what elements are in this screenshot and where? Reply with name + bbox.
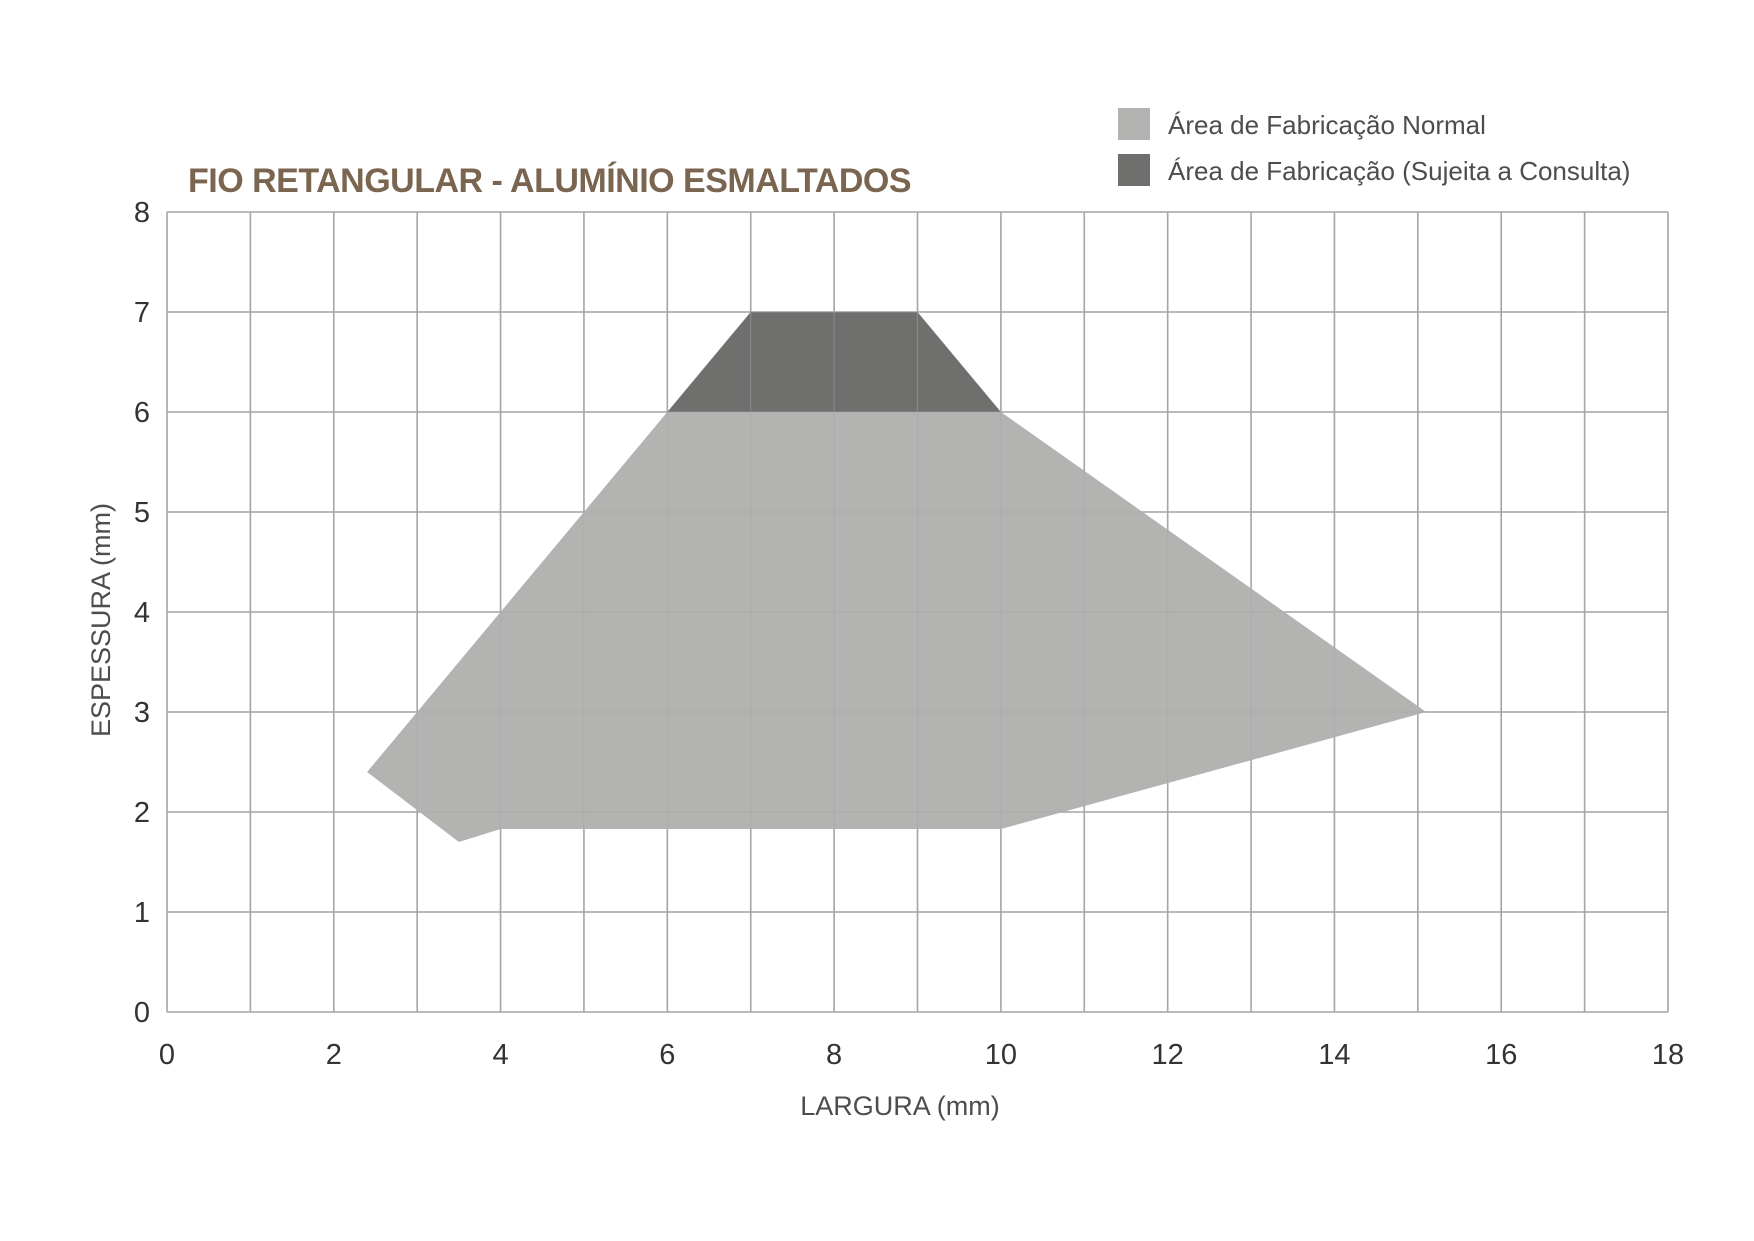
area-consult: [667, 312, 1001, 412]
x-tick-label: 6: [659, 1039, 675, 1071]
y-tick-label: 8: [134, 197, 150, 229]
y-tick-label: 7: [134, 297, 150, 329]
x-tick-label: 8: [826, 1039, 842, 1071]
y-axis-label: ESPESSURA (mm): [86, 503, 116, 737]
legend-label-normal: Área de Fabricação Normal: [1168, 110, 1486, 140]
x-tick-label: 10: [985, 1039, 1017, 1071]
y-tick-label: 6: [134, 397, 150, 429]
legend: Área de Fabricação Normal Área de Fabric…: [1118, 108, 1630, 186]
x-axis-ticks: 0 2 4 6 8 10 12 14 16 18: [159, 1039, 1684, 1071]
y-axis-ticks: 0 1 2 3 4 5 6 7 8: [134, 197, 150, 1029]
x-tick-label: 0: [159, 1039, 175, 1071]
x-tick-label: 14: [1318, 1039, 1350, 1071]
y-tick-label: 0: [134, 997, 150, 1029]
legend-label-consult: Área de Fabricação (Sujeita a Consulta): [1168, 156, 1630, 186]
x-tick-label: 4: [492, 1039, 508, 1071]
grid-overlay: [166, 211, 1669, 1013]
legend-swatch-consult: [1118, 154, 1150, 186]
y-tick-label: 2: [134, 797, 150, 829]
areas: [367, 312, 1427, 842]
y-tick-label: 1: [134, 897, 150, 929]
x-axis-label: LARGURA (mm): [800, 1091, 1000, 1121]
x-tick-label: 2: [326, 1039, 342, 1071]
chart-title: FIO RETANGULAR - ALUMÍNIO ESMALTADOS: [188, 162, 911, 200]
x-tick-label: 12: [1152, 1039, 1184, 1071]
legend-swatch-normal: [1118, 108, 1150, 140]
x-tick-label: 18: [1652, 1039, 1684, 1071]
x-tick-label: 16: [1485, 1039, 1517, 1071]
y-tick-label: 5: [134, 497, 150, 529]
y-tick-label: 4: [134, 597, 150, 629]
y-tick-label: 3: [134, 697, 150, 729]
area-normal: [367, 412, 1427, 842]
